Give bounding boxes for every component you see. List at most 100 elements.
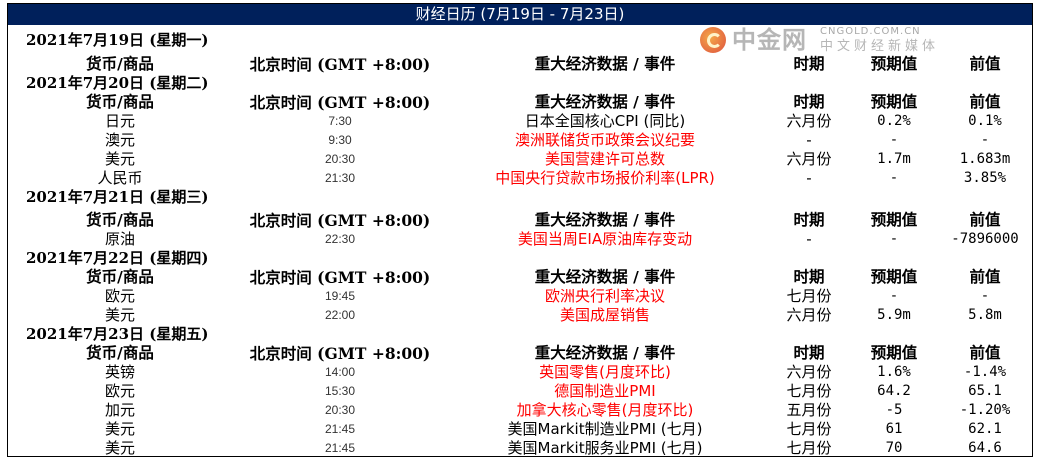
cell-event: 中国央行贷款市场报价利率(LPR) — [495, 169, 715, 187]
cell-period: 六月份 — [786, 112, 832, 130]
cell-time: 22:00 — [324, 308, 356, 322]
table-header: 货币/商品 北京时间 (GMT +8:00) 重大经济数据 / 事件 时期 预期值 前值 — [8, 268, 1032, 287]
header-period: 时期 — [793, 55, 825, 73]
header-forecast: 预期值 — [870, 268, 918, 286]
cell-event: 欧洲央行利率决议 — [544, 287, 666, 305]
cell-period: 七月份 — [786, 382, 832, 400]
cell-previous: 3.85% — [963, 170, 1007, 186]
day-date: 2021年7月23日 (星期五) — [26, 325, 209, 343]
cell-period: 六月份 — [786, 150, 832, 168]
day-row: 2021年7月23日 (星期五) — [8, 325, 1032, 344]
cell-event: 日本全国核心CPI (同比) — [524, 112, 686, 130]
cell-forecast: - — [889, 170, 899, 186]
cell-time: 21:45 — [324, 422, 356, 436]
cell-currency: 日元 — [104, 112, 136, 130]
day-date: 2021年7月22日 (星期四) — [26, 249, 209, 267]
header-previous: 前值 — [969, 211, 1001, 229]
table-row: 美元 20:30 美国营建许可总数 六月份 1.7m 1.683m — [8, 150, 1032, 169]
cell-forecast: 0.2% — [877, 113, 911, 129]
cell-previous: 5.8m — [968, 307, 1002, 323]
header-time: 北京时间 (GMT +8:00) — [249, 93, 431, 112]
cell-currency: 欧元 — [104, 287, 136, 305]
cell-forecast: 1.7m — [877, 151, 911, 167]
cell-forecast: - — [889, 231, 899, 247]
table-row: 加元 20:30 加拿大核心零售(月度环比) 五月份 -5 -1.20% — [8, 401, 1032, 420]
cell-time: 20:30 — [324, 152, 356, 166]
header-event: 重大经济数据 / 事件 — [534, 55, 676, 73]
table-header: 货币/商品 北京时间 (GMT +8:00) 重大经济数据 / 事件 时期 预期值 前值 — [8, 344, 1032, 363]
header-time: 北京时间 (GMT +8:00) — [249, 55, 431, 74]
table-row: 美元 21:45 美国Markit制造业PMI (七月) 七月份 61 62.1 — [8, 420, 1032, 439]
cell-event: 美国成屋销售 — [559, 306, 651, 324]
cell-event: 英国零售(月度环比) — [539, 363, 671, 381]
day-row: 2021年7月22日 (星期四) — [8, 249, 1032, 268]
cell-event: 美国营建许可总数 — [544, 150, 666, 168]
header-time: 北京时间 (GMT +8:00) — [249, 211, 431, 230]
calendar-title: 财经日历 (7月19日 - 7月23日) — [8, 4, 1032, 25]
cell-period: - — [806, 230, 812, 248]
cell-time: 21:30 — [324, 171, 356, 185]
cell-currency: 加元 — [104, 401, 136, 419]
cell-time: 7:30 — [328, 114, 352, 128]
header-previous: 前值 — [969, 93, 1001, 111]
header-event: 重大经济数据 / 事件 — [534, 344, 676, 362]
cell-period: 六月份 — [786, 363, 832, 381]
cell-currency: 人民币 — [97, 169, 143, 187]
header-forecast: 预期值 — [870, 344, 918, 362]
calendar-rows: 2021年7月19日 (星期一) 货币/商品 北京时间 (GMT +8:00) 重大经… — [8, 26, 1032, 458]
cell-event: 美国Markit服务业PMI (七月) — [507, 439, 703, 457]
table-header: 货币/商品 北京时间 (GMT +8:00) 重大经济数据 / 事件 时期 预期值 前值 — [8, 207, 1032, 230]
table-header: 货币/商品 北京时间 (GMT +8:00) 重大经济数据 / 事件 时期 预期值 前值 — [8, 93, 1032, 112]
cell-event: 德国制造业PMI — [554, 382, 656, 400]
table-row: 欧元 19:45 欧洲央行利率决议 七月份 - - — [8, 287, 1032, 306]
cell-previous: -1.4% — [963, 364, 1007, 380]
cell-forecast: -5 — [885, 402, 903, 418]
header-period: 时期 — [793, 211, 825, 229]
cell-period: 五月份 — [786, 401, 832, 419]
header-period: 时期 — [793, 268, 825, 286]
cell-forecast: 5.9m — [877, 307, 911, 323]
table-row: 欧元 15:30 德国制造业PMI 七月份 64.2 65.1 — [8, 382, 1032, 401]
cell-currency: 原油 — [104, 230, 136, 248]
header-forecast: 预期值 — [870, 55, 918, 73]
header-previous: 前值 — [969, 344, 1001, 362]
cell-time: 19:45 — [324, 289, 356, 303]
cell-currency: 美元 — [104, 150, 136, 168]
cell-time: 14:00 — [324, 365, 356, 379]
cell-currency: 英镑 — [104, 363, 136, 381]
header-time: 北京时间 (GMT +8:00) — [249, 344, 431, 363]
cell-currency: 美元 — [104, 306, 136, 324]
table-header: 货币/商品 北京时间 (GMT +8:00) 重大经济数据 / 事件 时期 预期值 前值 — [8, 55, 1032, 74]
cell-previous: -1.20% — [959, 402, 1011, 418]
day-date: 2021年7月21日 (星期三) — [26, 188, 209, 206]
header-forecast: 预期值 — [870, 211, 918, 229]
header-currency: 货币/商品 — [86, 211, 154, 229]
header-currency: 货币/商品 — [86, 55, 154, 73]
day-row: 2021年7月20日 (星期二) — [8, 74, 1032, 93]
cell-previous: -7896000 — [951, 231, 1019, 247]
table-row: 原油 22:30 美国当周EIA原油库存变动 - - -7896000 — [8, 230, 1032, 249]
cell-currency: 美元 — [104, 439, 136, 457]
cell-event: 美国Markit制造业PMI (七月) — [507, 420, 703, 438]
day-date: 2021年7月20日 (星期二) — [26, 74, 209, 92]
cell-forecast: 70 — [885, 440, 903, 456]
header-period: 时期 — [793, 93, 825, 111]
cell-previous: 65.1 — [968, 383, 1002, 399]
cell-period: 七月份 — [786, 287, 832, 305]
cell-previous: 1.683m — [959, 151, 1011, 167]
cell-previous: - — [980, 288, 990, 304]
header-event: 重大经济数据 / 事件 — [534, 211, 676, 229]
cell-forecast: 1.6% — [877, 364, 911, 380]
header-previous: 前值 — [969, 268, 1001, 286]
cell-forecast: - — [889, 288, 899, 304]
cell-period: 七月份 — [786, 439, 832, 457]
table-row: 澳元 9:30 澳洲联储货币政策会议纪要 - - - — [8, 131, 1032, 150]
cell-period: 七月份 — [786, 420, 832, 438]
header-currency: 货币/商品 — [86, 344, 154, 362]
calendar-panel: 财经日历 (7月19日 - 7月23日) 2021年7月19日 (星期一) 货币/… — [7, 3, 1033, 457]
header-event: 重大经济数据 / 事件 — [534, 268, 676, 286]
cell-forecast: 64.2 — [877, 383, 911, 399]
cell-time: 21:45 — [324, 441, 356, 455]
cell-time: 9:30 — [328, 133, 352, 147]
header-currency: 货币/商品 — [86, 93, 154, 111]
